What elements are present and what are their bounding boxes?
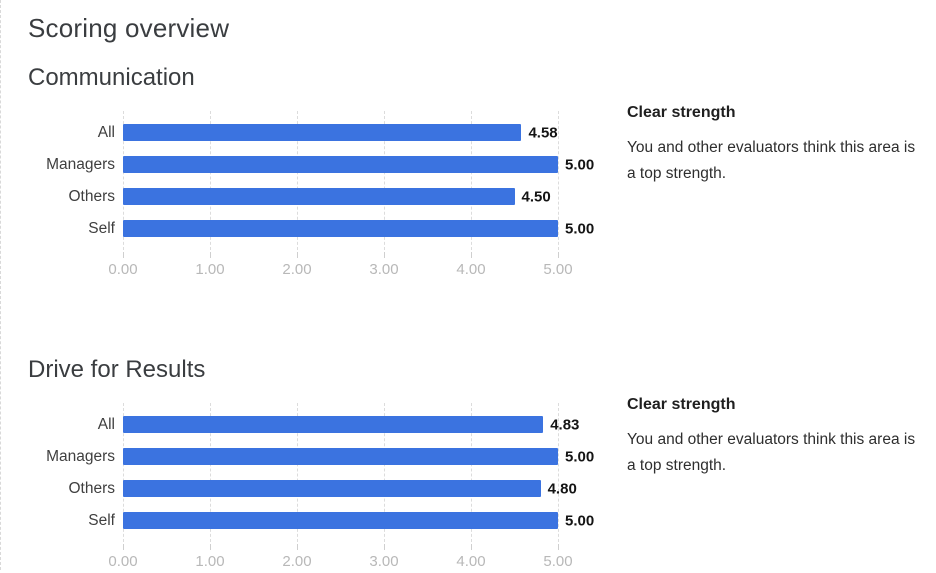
category-label: Others bbox=[68, 479, 115, 497]
axis-tick bbox=[210, 543, 211, 550]
bar-track: 5.00 bbox=[123, 156, 594, 173]
axis-tick-label: 1.00 bbox=[195, 260, 225, 278]
bar-value-label: 5.00 bbox=[565, 448, 595, 465]
note-title: Clear strength bbox=[627, 103, 736, 121]
category-label: Others bbox=[68, 187, 115, 205]
axis-tick bbox=[123, 543, 124, 550]
axis-tick-label: 1.00 bbox=[195, 552, 225, 570]
axis-tick bbox=[384, 543, 385, 550]
axis-tick-label: 4.00 bbox=[456, 260, 486, 278]
axis-tick-label: 2.00 bbox=[282, 260, 312, 278]
note-body: You and other evaluators think this area… bbox=[627, 431, 916, 474]
note-panel: Clear strength You and other evaluators … bbox=[627, 103, 927, 187]
note-title: Clear strength bbox=[627, 395, 736, 413]
bar-row: Self 5.00 bbox=[28, 505, 603, 537]
section-heading-drive-for-results: Drive for Results bbox=[28, 355, 206, 383]
bar-track: 5.00 bbox=[123, 512, 594, 529]
category-label: Managers bbox=[46, 155, 115, 173]
section-drive-for-results: Drive for Results All 4.83 Managers 5.00 Oth… bbox=[28, 355, 936, 573]
bar-row: Managers 5.00 bbox=[28, 441, 603, 473]
bar-chart-communication: All 4.58 Managers 5.00 Others 4.50 Self 5.00 0.0… bbox=[28, 110, 603, 281]
axis-tick bbox=[297, 543, 298, 550]
bar-track: 5.00 bbox=[123, 448, 594, 465]
axis-tick bbox=[297, 251, 298, 258]
axis-tick-label: 0.00 bbox=[108, 552, 138, 570]
note-body: You and other evaluators think this area… bbox=[627, 139, 916, 182]
bar-value-label: 4.80 bbox=[547, 480, 577, 497]
bar-value-label: 5.00 bbox=[565, 512, 595, 529]
bar bbox=[123, 124, 522, 141]
category-label: Managers bbox=[46, 447, 115, 465]
section-row: All 4.58 Managers 5.00 Others 4.50 Self 5.00 0.0… bbox=[28, 104, 936, 281]
axis-tick bbox=[210, 251, 211, 258]
note-panel: Clear strength You and other evaluators … bbox=[627, 395, 927, 479]
axis-tick-label: 4.00 bbox=[456, 552, 486, 570]
bar-value-label: 4.58 bbox=[528, 124, 558, 141]
plot-area: All 4.58 Managers 5.00 Others 4.50 Self 5.00 bbox=[28, 110, 603, 255]
bar-value-label: 5.00 bbox=[565, 156, 595, 173]
category-label: Self bbox=[88, 219, 115, 237]
bar-row: All 4.83 bbox=[28, 409, 603, 441]
bar-track: 4.58 bbox=[123, 124, 558, 141]
bar-row: Others 4.80 bbox=[28, 473, 603, 505]
bar bbox=[123, 512, 558, 529]
category-label: All bbox=[97, 415, 115, 433]
bar-value-label: 4.50 bbox=[521, 188, 551, 205]
bar-track: 4.83 bbox=[123, 416, 579, 433]
axis-tick bbox=[384, 251, 385, 258]
axis-tick bbox=[558, 251, 559, 258]
x-axis: 0.00 1.00 2.00 3.00 4.00 5.00 bbox=[108, 251, 573, 281]
bar bbox=[123, 188, 515, 205]
axis-tick-label: 5.00 bbox=[543, 260, 573, 278]
axis-tick-label: 0.00 bbox=[108, 260, 138, 278]
section-communication: Communication All 4.58 Managers 5.00 Others 4… bbox=[28, 63, 936, 281]
bar-row: Others 4.50 bbox=[28, 181, 603, 213]
page-title: Scoring overview bbox=[28, 13, 230, 43]
axis-tick bbox=[558, 543, 559, 550]
section-heading-communication: Communication bbox=[28, 63, 195, 91]
axis-tick-label: 3.00 bbox=[369, 260, 399, 278]
bar-value-label: 5.00 bbox=[565, 220, 595, 237]
axis-tick-label: 3.00 bbox=[369, 552, 399, 570]
category-label: Self bbox=[88, 511, 115, 529]
bar-chart-drive-for-results: All 4.83 Managers 5.00 Others 4.80 Self 5.00 0.0… bbox=[28, 402, 603, 573]
axis-tick bbox=[123, 251, 124, 258]
x-axis: 0.00 1.00 2.00 3.00 4.00 5.00 bbox=[108, 543, 573, 573]
section-divider-space bbox=[28, 281, 936, 337]
axis-tick bbox=[471, 251, 472, 258]
axis-tick-label: 5.00 bbox=[543, 552, 573, 570]
bar bbox=[123, 480, 541, 497]
category-label: All bbox=[97, 123, 115, 141]
bar-track: 5.00 bbox=[123, 220, 594, 237]
bar-track: 4.50 bbox=[123, 188, 558, 205]
bar-row: All 4.58 bbox=[28, 117, 603, 149]
bar-track: 4.80 bbox=[123, 480, 577, 497]
bar bbox=[123, 448, 558, 465]
bar bbox=[123, 220, 558, 237]
plot-area: All 4.83 Managers 5.00 Others 4.80 Self 5.00 bbox=[28, 402, 603, 547]
bar bbox=[123, 156, 558, 173]
axis-tick-label: 2.00 bbox=[282, 552, 312, 570]
bar bbox=[123, 416, 544, 433]
bar-value-label: 4.83 bbox=[550, 416, 580, 433]
axis-tick bbox=[471, 543, 472, 550]
section-row: All 4.83 Managers 5.00 Others 4.80 Self 5.00 0.0… bbox=[28, 396, 936, 573]
bar-row: Managers 5.00 bbox=[28, 149, 603, 181]
bar-row: Self 5.00 bbox=[28, 213, 603, 245]
